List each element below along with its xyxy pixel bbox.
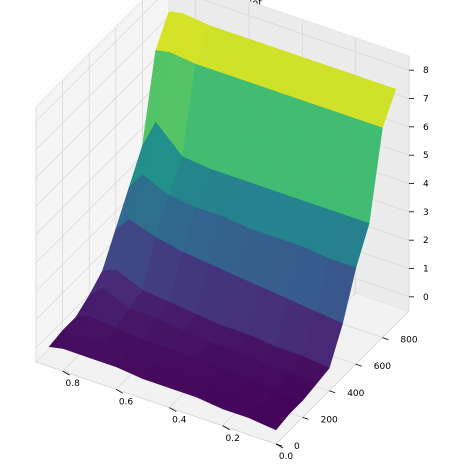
x-tick-mark bbox=[62, 370, 70, 376]
surface-face bbox=[248, 404, 290, 431]
y-tick-mark bbox=[302, 417, 309, 420]
x-tick-mark bbox=[169, 407, 177, 412]
x-tick-label: 0.0 bbox=[279, 452, 294, 462]
z-tick-label: 6 bbox=[423, 123, 429, 133]
y-tick-label: 0 bbox=[294, 442, 300, 452]
z-tick-label: 0 bbox=[423, 293, 429, 303]
y-tick-label: 600 bbox=[374, 362, 391, 372]
z-tick-label: 4 bbox=[423, 180, 429, 190]
x-tick-label: 0.6 bbox=[119, 397, 134, 407]
z-tick-label: 5 bbox=[423, 151, 429, 161]
z-tick-label: 8 bbox=[423, 66, 429, 76]
y-tick-mark bbox=[329, 390, 336, 394]
x-grid-line bbox=[275, 56, 410, 445]
x-tick-mark bbox=[115, 388, 124, 394]
y-tick-mark bbox=[275, 443, 283, 447]
x-tick-label: 0.2 bbox=[226, 434, 240, 444]
x-tick-mark bbox=[222, 425, 230, 431]
y-tick-label: 400 bbox=[347, 389, 364, 399]
z-tick-label: 2 bbox=[423, 236, 429, 246]
y-tick-mark bbox=[382, 337, 389, 340]
x-axis-ticks: 0.8 0.6 0.4 0.2 0.0 bbox=[62, 370, 294, 462]
y-tick-mark bbox=[355, 363, 362, 367]
y-axis-ticks: 0 200 400 600 800 bbox=[275, 336, 418, 452]
z-tick-label: 1 bbox=[423, 265, 429, 275]
surface-mesh bbox=[48, 11, 397, 431]
z-grid-line bbox=[35, 0, 410, 122]
z-axis-ticks: 0 1 2 3 4 5 6 7 8 bbox=[409, 66, 429, 303]
y-grid-line bbox=[35, 107, 277, 445]
z-tick-label: 3 bbox=[423, 208, 429, 218]
y-tick-label: 200 bbox=[321, 415, 338, 425]
y-tick-label: 800 bbox=[400, 336, 417, 346]
x-tick-label: 0.8 bbox=[66, 379, 81, 389]
z-tick-label: 7 bbox=[423, 95, 429, 105]
x-tick-label: 0.4 bbox=[172, 416, 187, 426]
